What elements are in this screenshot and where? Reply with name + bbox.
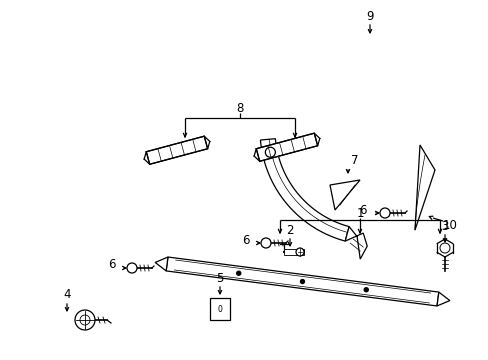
- Text: 1: 1: [356, 207, 363, 220]
- Circle shape: [261, 238, 270, 248]
- Polygon shape: [414, 145, 434, 230]
- Text: 5: 5: [216, 271, 223, 284]
- Polygon shape: [166, 257, 438, 306]
- Text: 7: 7: [350, 153, 358, 166]
- Circle shape: [364, 288, 367, 292]
- Circle shape: [439, 243, 449, 253]
- Text: 2: 2: [285, 224, 293, 237]
- Text: 8: 8: [236, 102, 243, 114]
- Circle shape: [75, 310, 95, 330]
- Circle shape: [265, 147, 275, 157]
- Text: 9: 9: [366, 9, 373, 23]
- Circle shape: [127, 263, 137, 273]
- Circle shape: [80, 315, 90, 325]
- Text: 6: 6: [359, 203, 366, 216]
- Polygon shape: [329, 180, 359, 210]
- Polygon shape: [155, 257, 167, 271]
- Polygon shape: [260, 139, 348, 241]
- Circle shape: [300, 279, 304, 284]
- Polygon shape: [146, 136, 207, 164]
- Text: 4: 4: [63, 288, 71, 302]
- Circle shape: [236, 271, 240, 275]
- Bar: [209, 298, 229, 320]
- Text: 10: 10: [442, 219, 456, 231]
- Circle shape: [379, 208, 389, 218]
- Text: 3: 3: [440, 220, 448, 233]
- Polygon shape: [345, 226, 366, 259]
- Polygon shape: [256, 133, 317, 161]
- Text: 6: 6: [108, 258, 116, 271]
- Polygon shape: [284, 249, 304, 255]
- Polygon shape: [436, 292, 449, 306]
- Text: 6: 6: [242, 234, 249, 247]
- Circle shape: [295, 248, 304, 256]
- Text: 0: 0: [217, 305, 222, 314]
